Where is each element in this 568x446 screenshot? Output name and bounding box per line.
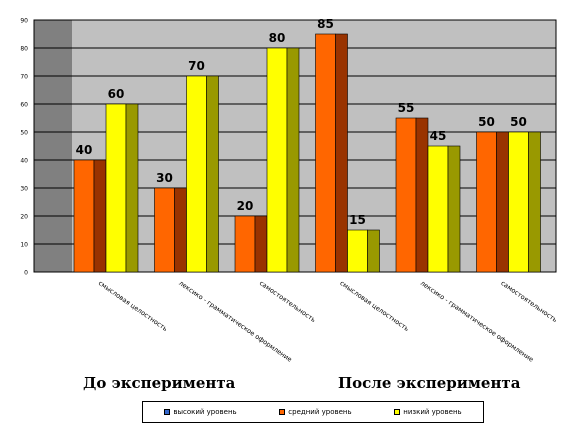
bar-side [254, 215, 268, 273]
x-tick-label: самостоятельность [258, 279, 318, 324]
y-tick-label: 50 [20, 130, 28, 137]
data-label: 70 [188, 59, 205, 73]
y-axis-ticks: 0 10 20 30 40 50 60 70 80 90 [20, 18, 28, 277]
bar-face [266, 47, 288, 273]
legend-swatch-low [394, 409, 401, 415]
bar-side [496, 131, 509, 273]
bar-face [427, 145, 449, 273]
plot-wall [72, 20, 556, 272]
bar-face [73, 159, 95, 273]
plot-background [33, 19, 557, 273]
legend-item-low: низкий уровень [394, 408, 462, 416]
legend-item-medium: средний уровень [279, 408, 352, 416]
data-label: 50 [510, 115, 527, 129]
data-label: 45 [430, 129, 447, 143]
y-tick-label: 90 [20, 18, 28, 25]
bar-face [315, 33, 336, 273]
legend-label-high: высокий уровень [173, 408, 237, 416]
bar-side [528, 131, 541, 273]
bar-face [186, 75, 207, 273]
data-labels: 40 60 30 70 20 80 85 15 55 45 50 50 [76, 17, 527, 227]
bar-side [174, 187, 187, 273]
bar-side [335, 33, 348, 273]
y-tick-label: 10 [20, 242, 28, 249]
data-label: 15 [349, 213, 366, 227]
bar-side [206, 75, 219, 273]
y-tick-label: 80 [20, 46, 28, 53]
bar-side [286, 47, 300, 273]
x-tick-label: смысловая целостность [97, 279, 169, 333]
plot-floor [34, 20, 72, 272]
y-tick-label: 0 [24, 270, 28, 277]
y-tick-label: 40 [20, 158, 28, 165]
data-label: 40 [76, 143, 93, 157]
bar-face [508, 131, 529, 273]
x-axis-labels: смысловая целостность лексико - грамматич… [97, 279, 559, 364]
bar-face [154, 187, 175, 273]
bar-side [125, 103, 139, 273]
legend-item-high: высокий уровень [164, 408, 237, 416]
data-label: 60 [108, 87, 125, 101]
bar-face [395, 117, 417, 273]
bar-side [447, 145, 461, 273]
y-tick-label: 70 [20, 74, 28, 81]
y-tick-label: 20 [20, 214, 28, 221]
bar-side [367, 229, 380, 273]
data-label: 30 [156, 171, 173, 185]
bars [73, 33, 541, 273]
legend-swatch-medium [279, 409, 286, 415]
y-tick-label: 30 [20, 186, 28, 193]
bar-face [234, 215, 256, 273]
x-tick-label: смысловая целостность [338, 279, 410, 333]
bar-face [347, 229, 368, 273]
bar-face [105, 103, 127, 273]
data-label: 85 [317, 17, 334, 31]
data-label: 80 [269, 31, 286, 45]
legend-label-medium: средний уровень [288, 408, 352, 416]
x-tick-label: самостоятельность [499, 279, 559, 324]
legend: высокий уровень средний уровень низкий у… [142, 401, 484, 423]
data-label: 50 [478, 115, 495, 129]
data-label: 55 [398, 101, 415, 115]
legend-swatch-high [164, 409, 171, 415]
y-tick-label: 60 [20, 102, 28, 109]
bar-face [476, 131, 497, 273]
group-label-before: До эксперимента [83, 374, 236, 392]
bar-side [93, 159, 107, 273]
data-label: 20 [237, 199, 254, 213]
bar-side [415, 117, 429, 273]
legend-label-low: низкий уровень [403, 408, 462, 416]
group-label-after: После эксперимента [338, 374, 521, 392]
